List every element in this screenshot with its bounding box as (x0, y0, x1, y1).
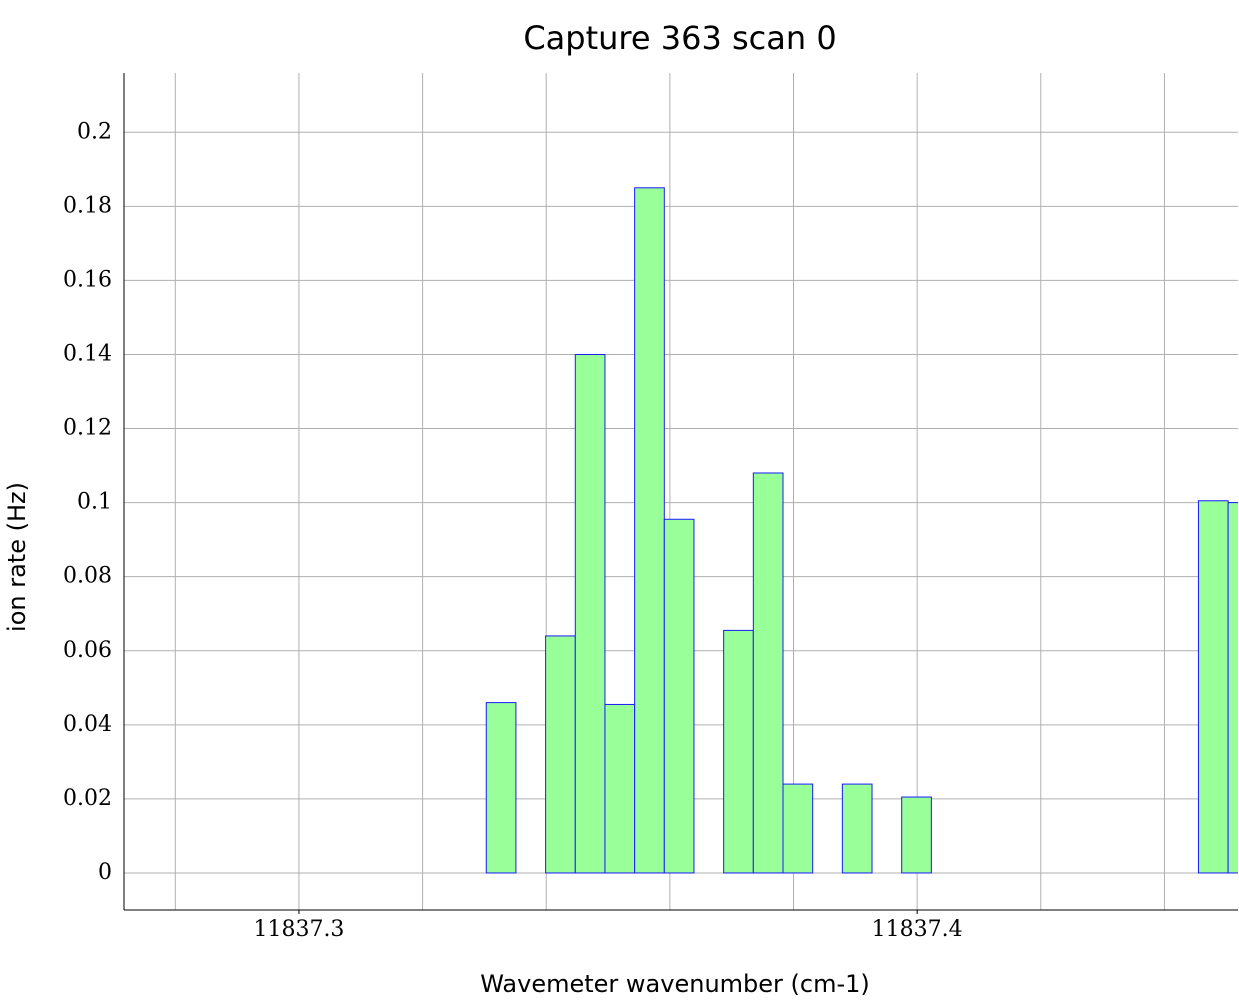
y-tick-label: 0.14 (63, 341, 112, 366)
grid (124, 73, 1238, 910)
bar (723, 629, 754, 874)
bar (604, 703, 636, 874)
x-axis-label: Wavemeter wavenumber (cm-1) (480, 970, 870, 998)
y-tick-label: 0.16 (63, 267, 112, 292)
bar (841, 783, 873, 874)
bar (663, 518, 695, 874)
bar (634, 187, 665, 874)
y-tick-label: 0.04 (63, 712, 112, 737)
y-axis-label: ion rate (Hz) (3, 482, 31, 632)
bar (1197, 500, 1229, 874)
bar (752, 472, 784, 874)
bar (901, 796, 932, 874)
bar (485, 702, 517, 874)
y-tick-label: 0.02 (63, 786, 112, 811)
y-tick-label: 0.18 (63, 193, 112, 218)
plot-area (485, 187, 1238, 874)
y-tick-label: 0 (98, 860, 112, 885)
chart-title: Capture 363 scan 0 (523, 19, 836, 57)
bar (782, 783, 814, 874)
x-tick-label: 11837.3 (253, 917, 344, 942)
bar (1227, 502, 1238, 874)
bar (574, 353, 606, 874)
y-tick-label: 0.12 (63, 416, 112, 441)
y-tick-label: 0.08 (63, 564, 112, 589)
bar (545, 635, 576, 874)
x-tick-label: 11837.4 (872, 917, 963, 942)
y-tick-label: 0.1 (77, 490, 112, 515)
y-tick-label: 0.06 (63, 638, 112, 663)
y-tick-label: 0.2 (77, 119, 112, 144)
